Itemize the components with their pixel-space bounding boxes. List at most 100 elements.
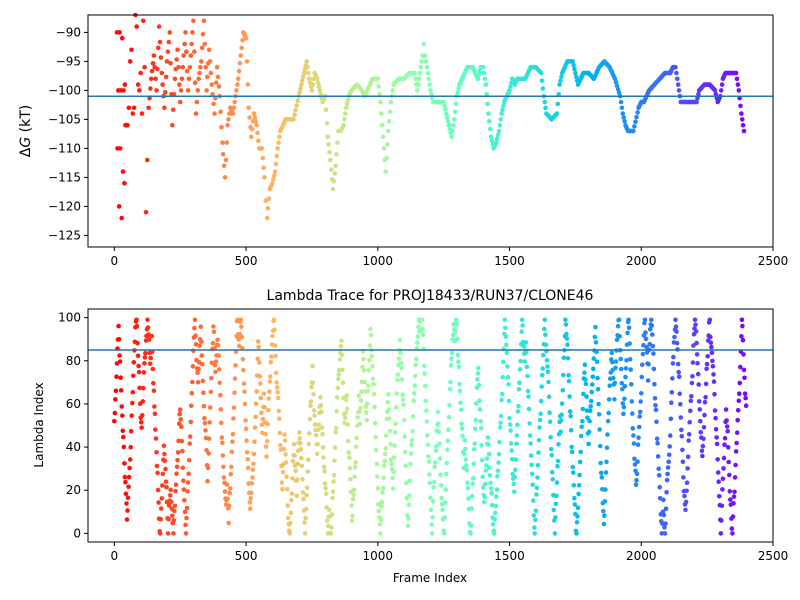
- lambda-point: [569, 444, 574, 450]
- lambda-point: [154, 463, 160, 469]
- lambda-point: [219, 435, 225, 440]
- free-energy-point: [220, 151, 226, 157]
- free-energy-point: [315, 80, 321, 85]
- lambda-point: [662, 525, 667, 530]
- free-energy-point: [198, 64, 203, 70]
- free-energy-point: [416, 76, 422, 82]
- lambda-point: [679, 427, 684, 433]
- free-energy-point: [573, 70, 578, 76]
- lambda-point: [674, 329, 679, 334]
- free-energy-point: [495, 132, 501, 138]
- free-energy-point: [122, 82, 128, 87]
- free-energy-point: [275, 146, 281, 151]
- lambda-point: [689, 394, 694, 399]
- lambda-point: [537, 417, 543, 423]
- lambda-point: [617, 334, 622, 339]
- lambda-point: [333, 430, 339, 435]
- lambda-point: [300, 477, 305, 482]
- free-energy-point: [676, 88, 682, 93]
- free-energy-point: [167, 30, 172, 35]
- y-tick-label: −110: [48, 141, 81, 155]
- lambda-point: [509, 457, 515, 462]
- lambda-point: [564, 331, 569, 337]
- lambda-point: [495, 473, 500, 479]
- lambda-point: [393, 421, 399, 427]
- lambda-point: [135, 353, 141, 359]
- lambda-point: [601, 508, 606, 514]
- x-tick-label: 0: [111, 549, 119, 563]
- lambda-point: [734, 430, 740, 436]
- free-energy-point: [612, 76, 618, 82]
- free-energy-point: [385, 142, 390, 147]
- lambda-point: [319, 409, 324, 415]
- lambda-point: [298, 441, 303, 446]
- lambda-point: [299, 463, 305, 469]
- y-tick-label: −100: [48, 83, 81, 97]
- lambda-point: [683, 507, 688, 513]
- free-energy-point: [246, 105, 251, 111]
- lambda-point: [140, 413, 145, 418]
- lambda-point: [379, 499, 385, 505]
- lambda-point: [678, 415, 684, 420]
- lambda-point: [536, 438, 542, 443]
- lambda-point: [583, 381, 589, 387]
- lambda-point: [416, 324, 421, 330]
- lambda-point: [563, 322, 569, 327]
- lambda-point: [323, 486, 328, 491]
- lambda-point: [715, 457, 720, 462]
- lambda-point: [679, 433, 685, 439]
- lambda-point: [489, 490, 494, 496]
- lambda-point: [538, 411, 543, 417]
- lambda-point: [614, 337, 620, 343]
- lambda-point: [156, 500, 161, 505]
- lambda-point: [551, 507, 557, 513]
- lambda-point: [601, 521, 607, 527]
- lambda-point: [571, 483, 577, 488]
- lambda-point: [487, 465, 492, 471]
- free-energy-point: [221, 163, 227, 169]
- lambda-point: [177, 411, 182, 417]
- lambda-point: [620, 401, 626, 406]
- free-energy-point: [455, 90, 461, 95]
- lambda-point: [564, 336, 570, 341]
- lambda-point: [735, 417, 740, 423]
- lambda-point: [702, 412, 707, 418]
- lambda-point: [302, 531, 308, 536]
- lambda-point: [627, 357, 633, 362]
- lambda-point: [502, 317, 508, 323]
- lambda-point: [280, 486, 285, 492]
- lambda-point: [397, 337, 403, 343]
- lambda-point: [334, 408, 340, 414]
- lambda-point: [500, 374, 506, 380]
- free-energy-point: [317, 88, 323, 93]
- free-energy-point: [192, 80, 198, 85]
- lambda-point: [222, 489, 228, 494]
- lambda-point: [183, 522, 188, 528]
- lambda-point: [396, 356, 402, 361]
- free-energy-point: [237, 61, 243, 66]
- lambda-point: [630, 411, 635, 416]
- free-energy-point: [145, 157, 150, 163]
- lambda-point: [459, 426, 465, 431]
- free-energy-point: [301, 70, 307, 76]
- lambda-point: [466, 496, 471, 501]
- free-energy-point: [249, 134, 254, 140]
- lambda-point: [290, 476, 295, 481]
- lambda-point: [361, 356, 366, 362]
- lambda-point: [189, 403, 194, 409]
- free-energy-point: [310, 82, 316, 87]
- free-energy-point: [185, 88, 191, 93]
- free-energy-point: [632, 124, 637, 129]
- free-energy-point: [225, 122, 230, 128]
- free-energy-point: [555, 101, 561, 107]
- lambda-point: [458, 407, 464, 413]
- lambda-point: [242, 401, 248, 407]
- free-energy-point: [197, 70, 202, 76]
- lambda-point: [692, 317, 698, 323]
- lambda-point: [733, 449, 739, 454]
- lambda-point: [181, 487, 187, 492]
- lambda-point: [192, 317, 198, 323]
- free-energy-point: [120, 35, 125, 41]
- lambda-point: [228, 472, 234, 477]
- lambda-point: [201, 390, 206, 396]
